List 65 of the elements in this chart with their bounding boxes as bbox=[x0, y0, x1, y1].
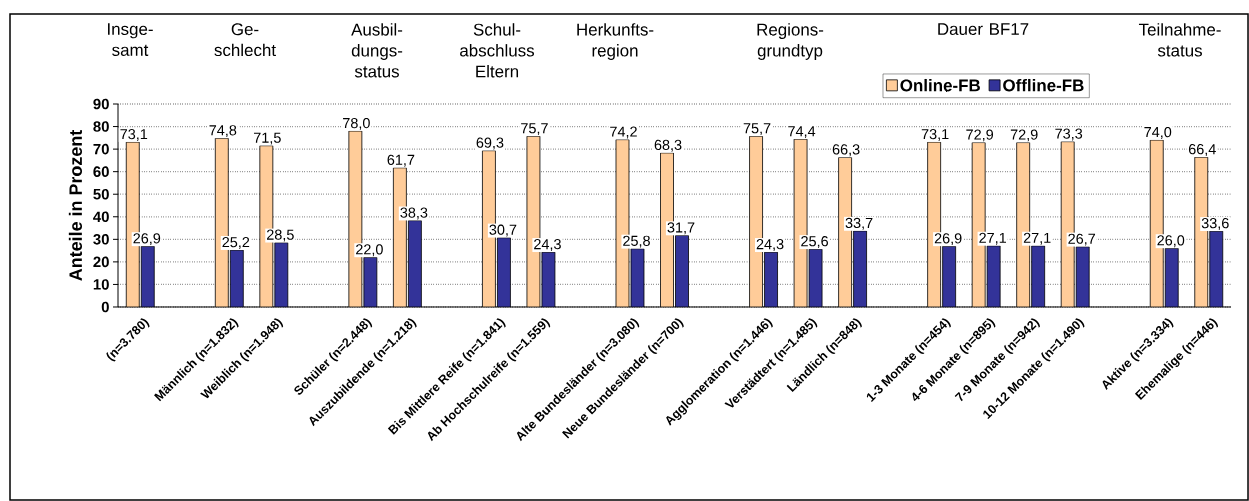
data-label: 61,7 bbox=[387, 154, 415, 167]
data-label: 30,7 bbox=[489, 224, 517, 237]
bar bbox=[853, 230, 867, 307]
bar bbox=[1076, 246, 1090, 307]
data-label: 66,3 bbox=[832, 144, 860, 157]
text: Ausbil- dungs- status bbox=[351, 23, 403, 78]
y-tick-label: 20 bbox=[93, 256, 109, 268]
y-tick-label: 60 bbox=[93, 166, 109, 177]
bar bbox=[942, 246, 956, 307]
data-label: 72,9 bbox=[1010, 129, 1038, 142]
data-label: 71,5 bbox=[254, 132, 281, 145]
data-label: 75,7 bbox=[743, 123, 771, 136]
data-label: 26,9 bbox=[133, 233, 161, 246]
data-label: 25,8 bbox=[623, 235, 650, 248]
data-label: 25,6 bbox=[801, 236, 828, 249]
y-tick-label: 90 bbox=[93, 98, 109, 110]
y-tick-label: 0 bbox=[101, 301, 109, 313]
y-tick-label: 80 bbox=[93, 121, 109, 132]
bar bbox=[1165, 248, 1179, 307]
data-label: 74,4 bbox=[788, 126, 816, 138]
text: Teilnahme- status bbox=[1138, 23, 1221, 57]
y-tick-label: 70 bbox=[93, 143, 109, 155]
data-label: 73,1 bbox=[921, 128, 949, 141]
legend-label: Offline-FB bbox=[1003, 78, 1084, 92]
text: Ge- schlecht bbox=[214, 23, 276, 57]
data-label: 72,9 bbox=[966, 129, 994, 142]
data-label: 73,3 bbox=[1055, 128, 1083, 141]
text: Dauer BF17 bbox=[938, 23, 1029, 36]
data-label: 74,8 bbox=[209, 125, 237, 138]
bar bbox=[408, 220, 422, 307]
data-label: 74,2 bbox=[610, 126, 637, 139]
bar bbox=[141, 246, 155, 307]
data-label: 24,3 bbox=[534, 239, 561, 251]
data-label: 75,7 bbox=[521, 123, 548, 136]
data-label: 24,3 bbox=[756, 239, 784, 251]
y-tick-label: 30 bbox=[93, 234, 109, 245]
data-label: 38,3 bbox=[400, 207, 428, 220]
y-tick-label: 50 bbox=[93, 188, 109, 200]
data-label: 33,7 bbox=[845, 217, 873, 230]
data-label: 28,5 bbox=[267, 229, 294, 242]
data-label: 26,0 bbox=[1157, 235, 1185, 248]
data-label: 68,3 bbox=[654, 139, 682, 152]
text: Herkunfts- region bbox=[577, 23, 654, 60]
bar bbox=[274, 242, 288, 307]
y-tick-label: 40 bbox=[93, 211, 109, 223]
y-axis-title: Anteile in Prozent bbox=[68, 130, 83, 281]
text: Regions- grundtyp bbox=[757, 23, 824, 60]
data-label: 69,3 bbox=[476, 137, 504, 150]
data-label: 22,0 bbox=[356, 244, 383, 257]
data-label: 78,0 bbox=[343, 117, 370, 130]
data-label: 31,7 bbox=[667, 222, 695, 235]
y-tick-label: 10 bbox=[93, 279, 109, 290]
data-label: 73,1 bbox=[120, 128, 148, 141]
data-label: 27,1 bbox=[979, 232, 1006, 245]
text: Schul- abschluss Eltern bbox=[460, 23, 535, 78]
data-label: 26,9 bbox=[934, 233, 962, 246]
text: Insge- samt bbox=[108, 23, 153, 56]
data-label: 25,2 bbox=[222, 237, 250, 249]
data-label: 26,7 bbox=[1068, 233, 1096, 246]
data-label: 74,0 bbox=[1144, 126, 1172, 139]
data-label: 27,1 bbox=[1023, 232, 1051, 245]
legend-label: Online-FB bbox=[900, 78, 980, 92]
data-label: 33,6 bbox=[1201, 218, 1229, 231]
bar bbox=[1209, 230, 1224, 307]
data-label: 66,4 bbox=[1188, 144, 1216, 157]
